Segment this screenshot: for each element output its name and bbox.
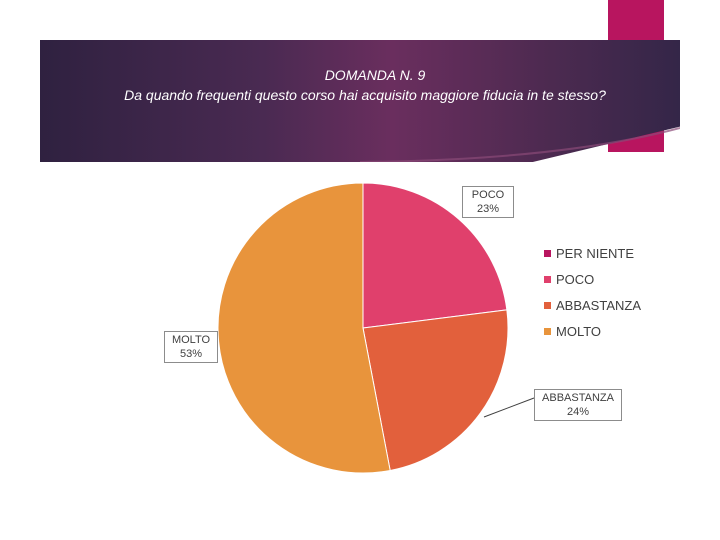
legend-item-poco: POCO bbox=[544, 266, 641, 292]
leader-line-abbastanza bbox=[483, 397, 535, 418]
data-label-molto-name: MOLTO bbox=[171, 334, 211, 346]
data-label-poco: POCO 23% bbox=[462, 186, 514, 218]
data-label-abbastanza-value: 24% bbox=[566, 406, 590, 418]
slide-title: DOMANDA N. 9 bbox=[324, 67, 426, 83]
legend-label: ABBASTANZA bbox=[556, 297, 642, 313]
data-label-molto-value: 53% bbox=[179, 348, 203, 360]
legend-swatch bbox=[544, 327, 551, 335]
data-label-abbastanza: ABBASTANZA 24% bbox=[534, 389, 622, 421]
legend-swatch bbox=[544, 301, 551, 309]
data-label-abbastanza-name: ABBASTANZA bbox=[542, 392, 614, 404]
data-label-molto: MOLTO 53% bbox=[164, 331, 218, 363]
pie-slice-molto bbox=[217, 182, 391, 474]
data-label-poco-name: POCO bbox=[471, 189, 505, 201]
legend-swatch bbox=[544, 249, 551, 257]
legend-item-molto: MOLTO bbox=[544, 318, 641, 344]
legend-item-per-niente: PER NIENTE bbox=[544, 240, 641, 266]
legend-label: POCO bbox=[556, 271, 595, 287]
legend-label: MOLTO bbox=[556, 323, 602, 339]
data-label-poco-value: 23% bbox=[476, 203, 500, 215]
chart-legend: PER NIENTE POCO ABBASTANZA MOLTO bbox=[544, 240, 641, 344]
legend-swatch bbox=[544, 275, 551, 283]
legend-item-abbastanza: ABBASTANZA bbox=[544, 292, 641, 318]
pie-slice-abbastanza bbox=[362, 309, 509, 472]
legend-label: PER NIENTE bbox=[556, 245, 635, 261]
pie-slice-poco bbox=[362, 182, 508, 329]
question-text: Da quando frequenti questo corso hai acq… bbox=[124, 87, 606, 103]
